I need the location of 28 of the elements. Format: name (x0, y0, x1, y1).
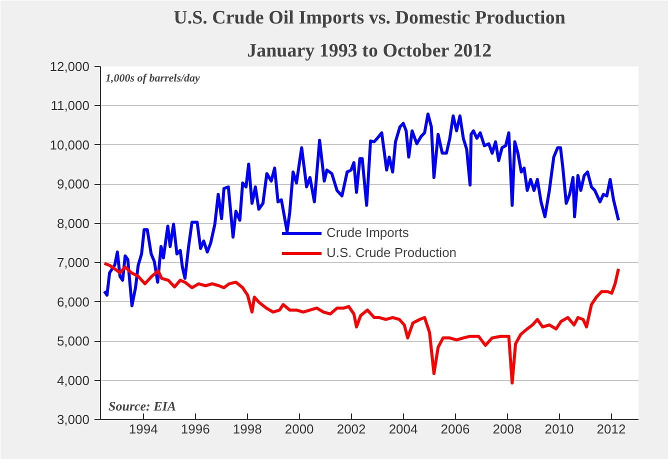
line-series (102, 262, 620, 385)
legend-label: Crude Imports (326, 225, 409, 240)
chart-title: U.S. Crude Oil Imports vs. Domestic Production (174, 8, 566, 28)
x-tick-label: 1996 (180, 422, 210, 436)
y-tick-label: 5,000 (56, 334, 90, 349)
legend-label: U.S. Crude Production (326, 245, 457, 260)
y-tick-label: 6,000 (56, 294, 90, 310)
annotation: Source: EIA (108, 398, 176, 414)
x-tick-label: 2004 (388, 422, 418, 436)
x-tick-label: 1994 (128, 422, 158, 436)
y-tick-label: 9,000 (56, 176, 90, 192)
x-tick-label: 2002 (336, 422, 366, 436)
x-tick-label: 2000 (284, 422, 314, 436)
x-tick-label: 2010 (544, 422, 574, 436)
y-tick-label: 7,000 (56, 255, 90, 270)
x-tick-label: 2012 (596, 422, 626, 436)
y-tick-label: 12,000 (50, 59, 90, 74)
x-tick-label: 2008 (492, 422, 522, 436)
line-series (102, 112, 620, 308)
y-tick-label: 11,000 (50, 98, 90, 114)
y-tick-label: 10,000 (50, 137, 90, 152)
y-tick-label: 4,000 (56, 372, 90, 388)
y-tick-label: 3,000 (56, 412, 90, 427)
annotation: 1,000s of barrels/day (106, 72, 200, 84)
x-tick-label: 1998 (232, 422, 262, 436)
y-tick-label: 8,000 (56, 216, 90, 231)
chart-subtitle: January 1993 to October 2012 (247, 40, 492, 62)
x-tick-label: 2006 (440, 422, 470, 436)
